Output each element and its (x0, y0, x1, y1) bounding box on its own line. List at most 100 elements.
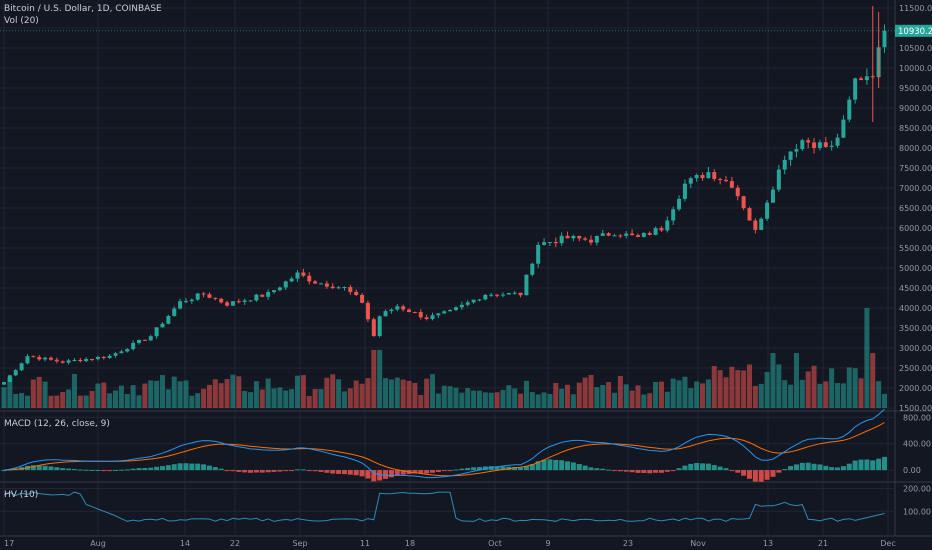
volume-bar (876, 381, 882, 408)
volume-bar (306, 395, 312, 408)
candle-body (882, 30, 887, 48)
candle-body (518, 292, 523, 296)
macd-histogram-bar (424, 470, 430, 474)
candle-body (342, 287, 347, 289)
volume-bar (13, 393, 19, 408)
candle-body (125, 349, 130, 352)
candle-body (160, 323, 165, 328)
macd-tick-label: 400.00 (903, 440, 931, 449)
volume-bar (735, 370, 741, 408)
macd-histogram-bar (312, 470, 318, 472)
candle-body (219, 298, 224, 303)
volume-bar (353, 380, 359, 408)
macd-histogram-bar (218, 468, 224, 471)
candle-body (254, 294, 259, 301)
volume-bar (776, 364, 782, 408)
volume-bar (242, 390, 248, 408)
macd-histogram-bar (764, 470, 770, 480)
volume-bar (124, 393, 130, 408)
candle-body (635, 235, 640, 237)
volume-bar (224, 379, 230, 408)
macd-histogram-bar (846, 463, 852, 471)
candle-body (571, 235, 576, 239)
volume-bar (553, 383, 559, 408)
macd-histogram-bar (113, 469, 119, 471)
macd-histogram-bar (588, 467, 594, 471)
time-tick-label: Dec (880, 539, 895, 548)
volume-bar (741, 370, 747, 408)
candle-body (418, 312, 423, 318)
candle-body (641, 232, 646, 237)
volume-bar (71, 374, 77, 408)
macd-histogram-bar (124, 469, 130, 471)
candle-body (624, 233, 629, 236)
macd-histogram-bar (189, 463, 195, 471)
candle-body (524, 274, 529, 296)
candle-body (207, 294, 212, 298)
macd-histogram-bar (541, 459, 547, 471)
volume-bar (36, 376, 42, 408)
candle-body (148, 336, 153, 341)
price-tick-label: 7500.00 (899, 164, 932, 173)
candle-body (101, 356, 106, 358)
volume-bar (165, 389, 171, 408)
candle-body (25, 356, 30, 364)
volume-bar (823, 381, 829, 408)
volume-bar (664, 391, 670, 408)
candle-body (113, 353, 118, 356)
candle-body (459, 304, 464, 308)
volume-bar (453, 387, 459, 408)
price-tick-label: 10000.00 (899, 64, 932, 73)
candle-body (800, 140, 805, 150)
candle-body (137, 339, 142, 343)
volume-indicator-legend[interactable]: Vol (20) (4, 16, 39, 26)
candle-body (712, 172, 717, 179)
candle-body (741, 196, 746, 209)
price-tick-label: 4500.00 (899, 284, 932, 293)
macd-histogram-bar (559, 460, 565, 471)
macd-histogram-bar (776, 470, 782, 473)
volume-bar (882, 393, 887, 408)
macd-histogram-bar (676, 468, 682, 471)
volume-bar (300, 375, 306, 408)
candle-body (630, 233, 635, 236)
macd-indicator-legend[interactable]: MACD (12, 26, close, 9) (4, 419, 110, 429)
candle-body (770, 189, 775, 203)
candle-body (806, 140, 811, 143)
candle-body (154, 327, 159, 337)
price-tick-label: 2500.00 (899, 364, 932, 373)
candle-body (90, 359, 95, 361)
macd-histogram-bar (183, 463, 189, 471)
candle-body (307, 275, 312, 282)
macd-histogram-bar (617, 470, 623, 472)
macd-histogram-bar (840, 466, 846, 471)
macd-signal-line (3, 422, 885, 477)
macd-histogram-bar (353, 470, 359, 476)
macd-histogram-bar (265, 470, 271, 473)
macd-histogram-bar (500, 466, 506, 471)
volume-bar (130, 385, 136, 408)
macd-histogram-bar (711, 465, 717, 471)
macd-histogram-bar (512, 466, 518, 471)
volume-bar (42, 381, 48, 408)
macd-histogram-bar (77, 469, 83, 471)
candle-body (72, 359, 77, 361)
volume-bar (66, 389, 72, 408)
hv-indicator-legend[interactable]: HV (10) (4, 490, 39, 500)
candle-body (412, 312, 417, 314)
macd-tick-label: 800.00 (903, 413, 931, 422)
volume-bar (201, 388, 207, 408)
candle-body (847, 99, 852, 120)
candle-body (530, 263, 535, 275)
volume-bar (617, 375, 623, 408)
volume-bar (1, 387, 7, 408)
volume-bar (206, 384, 212, 408)
macd-histogram-bar (835, 467, 841, 471)
volume-bar (424, 378, 430, 408)
price-tick-label: 10500.00 (899, 44, 932, 53)
macd-histogram-bar (400, 470, 406, 475)
candle-body (178, 301, 183, 309)
macd-histogram-bar (647, 470, 653, 474)
chart-title-legend[interactable]: Bitcoin / U.S. Dollar, 1D, COINBASE (4, 4, 162, 14)
volume-bar (559, 388, 565, 408)
